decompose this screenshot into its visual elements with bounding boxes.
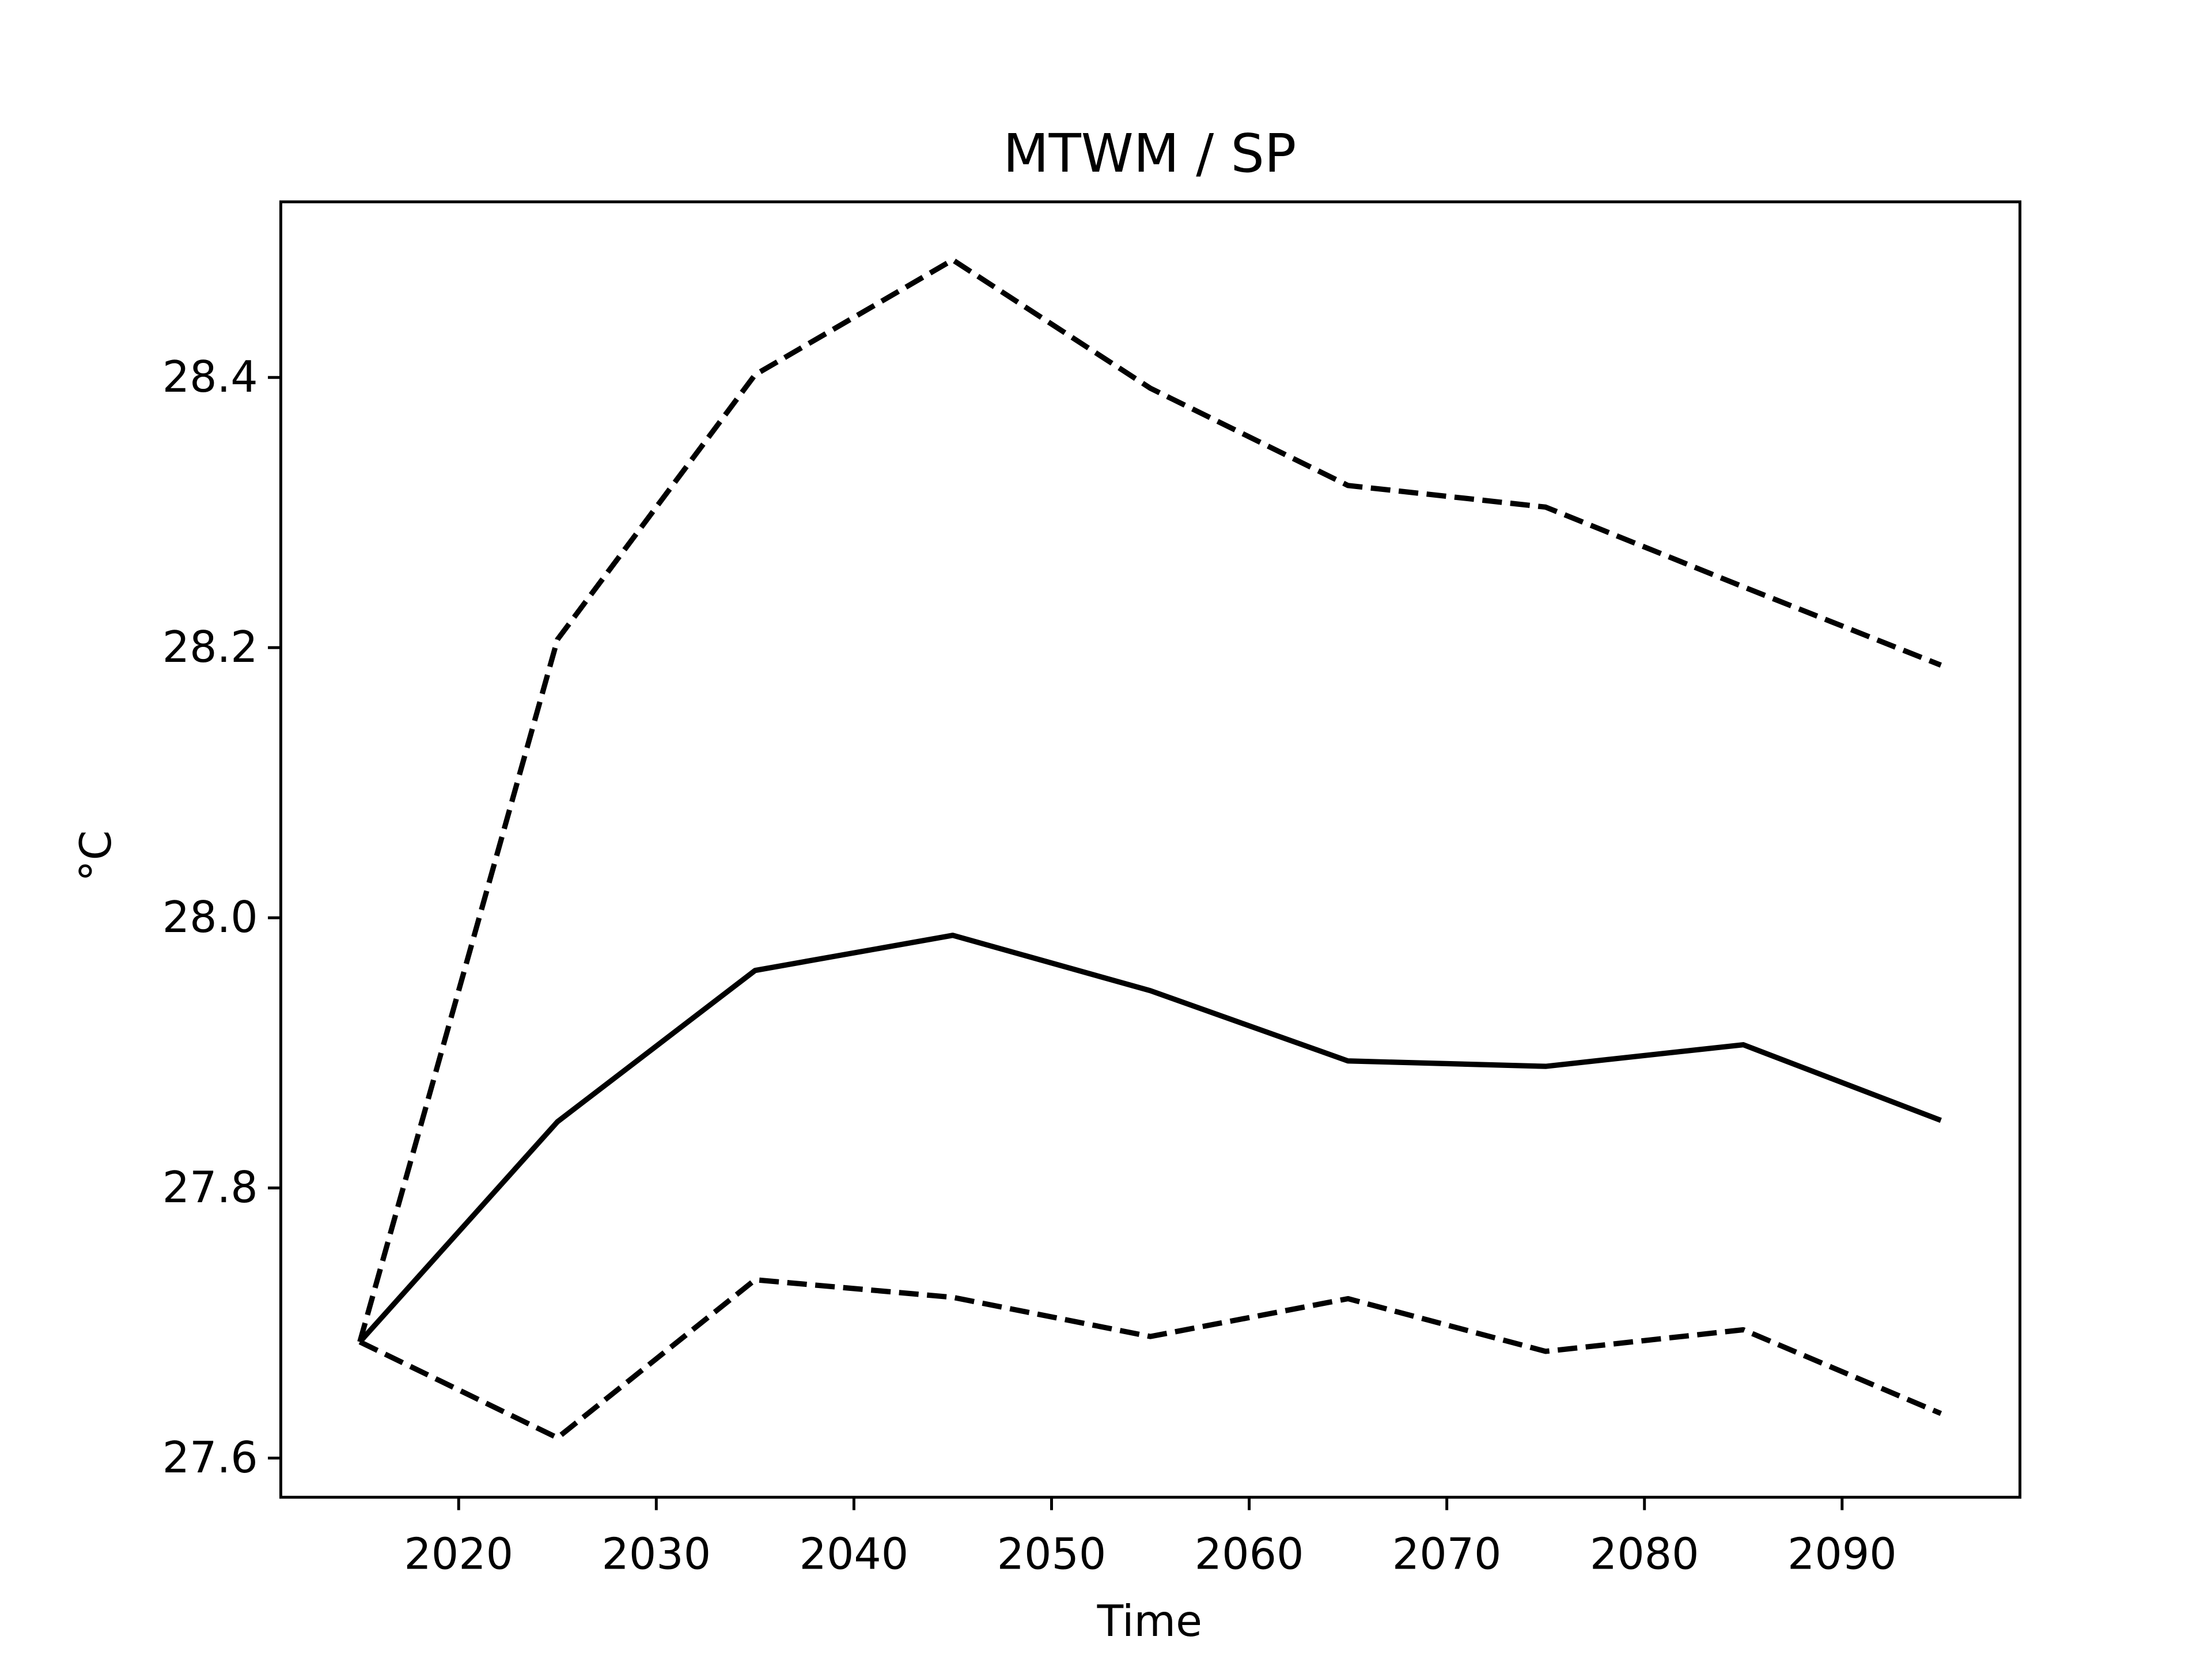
x-tick-label: 2070: [1392, 1529, 1502, 1579]
x-tick-label: 2040: [800, 1529, 909, 1579]
x-tick-label: 2020: [404, 1529, 513, 1579]
y-tick-label: 28.2: [162, 622, 258, 672]
x-tick-label: 2080: [1590, 1529, 1699, 1579]
series-line: [358, 933, 1942, 1344]
x-axis-label: Time: [1097, 1596, 1202, 1646]
chart-title: MTWM / SP: [1003, 123, 1296, 184]
y-tick-label: 27.8: [162, 1162, 258, 1213]
x-tick-label: 2030: [601, 1529, 711, 1579]
y-tick-label: 28.4: [162, 352, 258, 402]
plot-frame: [279, 200, 2022, 1499]
y-axis-label: °C: [71, 830, 121, 881]
y-tick-label: 28.0: [162, 892, 258, 942]
x-tick-label: 2060: [1195, 1529, 1304, 1579]
x-tick-label: 2090: [1787, 1529, 1897, 1579]
y-tick-label: 27.6: [162, 1433, 258, 1483]
series-line: [358, 1277, 1942, 1441]
series-line: [357, 257, 1942, 1343]
x-tick-label: 2050: [997, 1529, 1107, 1579]
